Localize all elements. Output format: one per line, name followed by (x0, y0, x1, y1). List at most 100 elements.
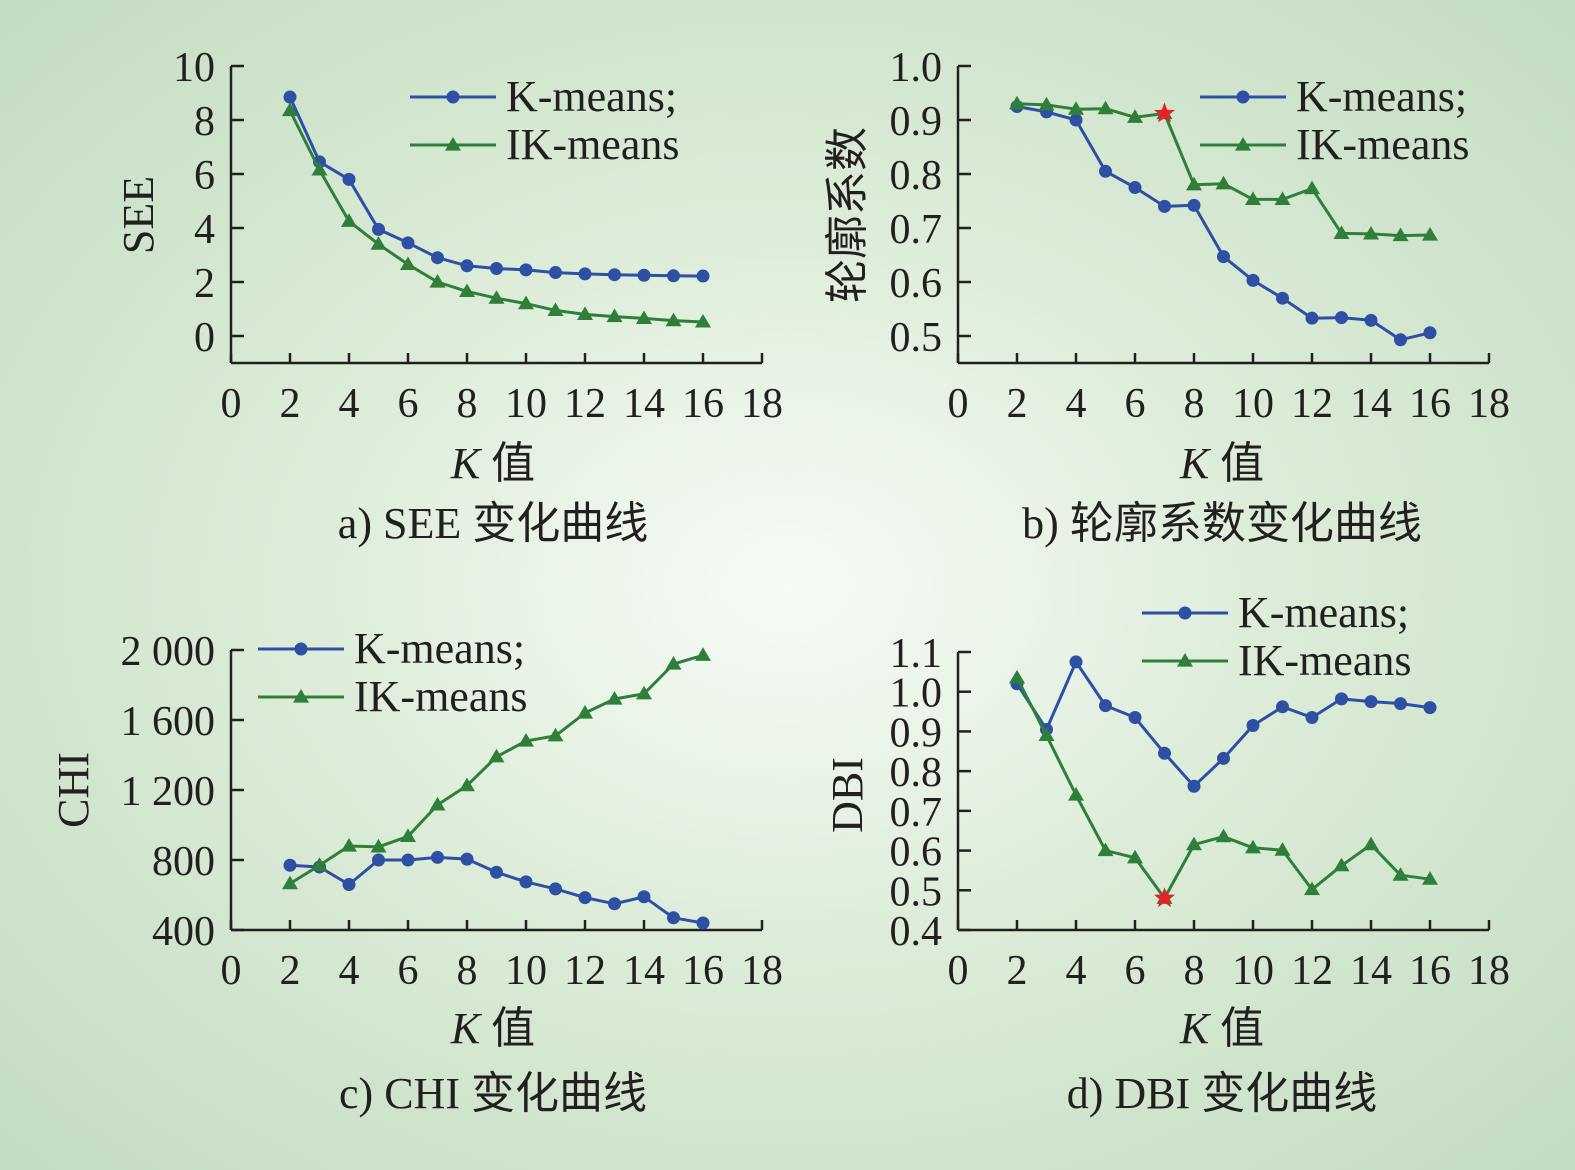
x-tick-label-dbi: 4 (1066, 948, 1087, 994)
legend-label-kmeans-silhouette: K-means; (1296, 72, 1467, 121)
optimal-star-silhouette (1154, 102, 1175, 123)
data-point-ikmeans-silhouette (1363, 225, 1379, 240)
data-point-ikmeans-dbi (1127, 849, 1143, 864)
x-tick-label-dbi: 14 (1350, 948, 1392, 994)
data-point-ikmeans-see (547, 302, 564, 316)
data-point-ikmeans-silhouette (1127, 109, 1143, 123)
data-point-ikmeans-chi (547, 727, 564, 742)
data-point-kmeans-see (549, 266, 562, 280)
x-tick-label-silhouette: 4 (1066, 381, 1087, 427)
data-point-ikmeans-dbi (1215, 828, 1232, 843)
legend-marker-ikmeans-silhouette (1235, 137, 1251, 151)
x-tick-label-chi: 10 (505, 948, 547, 994)
x-tick-label-chi: 14 (623, 948, 665, 994)
data-point-kmeans-see (637, 268, 651, 282)
x-tick-label-see: 2 (280, 381, 301, 427)
data-point-kmeans-silhouette (1187, 198, 1201, 212)
data-point-kmeans-see (667, 269, 680, 283)
data-point-ikmeans-see (695, 313, 711, 328)
x-tick-label-see: 14 (623, 381, 665, 427)
xlabel-see: K 值 (450, 439, 535, 488)
ylabel-silhouette: 轮廓系数 (823, 127, 872, 303)
y-tick-label-dbi: 0.7 (890, 790, 943, 836)
legend-marker-ikmeans-chi (293, 689, 309, 703)
data-point-ikmeans-chi (341, 838, 357, 852)
x-tick-label-see: 18 (741, 381, 783, 427)
data-point-kmeans-chi (431, 850, 444, 864)
x-tick-label-chi: 4 (339, 948, 360, 994)
data-point-kmeans-dbi (1335, 692, 1348, 706)
data-point-kmeans-silhouette (1394, 333, 1407, 347)
data-point-ikmeans-dbi (1333, 857, 1350, 872)
data-point-ikmeans-see (341, 213, 357, 227)
data-point-kmeans-see (490, 262, 503, 275)
x-tick-label-chi: 16 (682, 948, 724, 994)
panel-silhouette: 0 2 4 6 8 10 12 14 16 18 0.5 0.6 0.7 0.8 0.9 1.0 K-means… (823, 45, 1510, 548)
data-point-ikmeans-see (429, 274, 446, 288)
data-point-ikmeans-chi (518, 733, 534, 747)
data-point-kmeans-chi (519, 875, 533, 889)
x-tick-label-silhouette: 18 (1468, 381, 1510, 427)
data-point-kmeans-dbi (1276, 700, 1289, 714)
x-tick-label-dbi: 12 (1291, 948, 1333, 994)
data-point-ikmeans-dbi (1038, 727, 1055, 741)
ylabel-see: SEE (114, 176, 163, 254)
y-tick-label-chi: 800 (152, 839, 215, 885)
x-tick-label-dbi: 2 (1007, 948, 1028, 994)
data-point-ikmeans-dbi (1245, 839, 1261, 854)
data-point-kmeans-dbi (1246, 718, 1260, 732)
y-tick-label-see: 6 (194, 153, 215, 199)
data-point-kmeans-silhouette (1364, 313, 1378, 327)
x-tick-label-see: 16 (682, 381, 724, 427)
plot-chi: 0 2 4 6 8 10 12 14 16 18 400 800 1 200 1 600 2 000 K-me… (121, 624, 784, 994)
panel-chi: 0 2 4 6 8 10 12 14 16 18 400 800 1 200 1 600 2 000 K-me… (49, 624, 783, 1118)
xlabel-silhouette: K 值 (1179, 439, 1264, 488)
optimal-star-dbi (1154, 887, 1175, 908)
data-point-ikmeans-dbi (1274, 842, 1291, 856)
y-tick-label-silhouette: 0.8 (890, 153, 943, 199)
x-tick-label-dbi: 16 (1409, 948, 1451, 994)
data-point-kmeans-dbi (1305, 711, 1319, 725)
data-point-ikmeans-silhouette (1274, 191, 1291, 205)
data-point-kmeans-chi (696, 916, 710, 930)
y-tick-label-chi: 400 (152, 909, 215, 955)
data-point-kmeans-chi (549, 882, 562, 896)
y-tick-label-dbi: 1.0 (890, 671, 943, 717)
y-tick-label-dbi: 0.5 (890, 869, 943, 915)
data-point-kmeans-dbi (1394, 697, 1407, 711)
data-point-kmeans-see (696, 269, 710, 283)
ylabel-dbi: DBI (823, 757, 872, 833)
y-tick-label-see: 2 (194, 261, 215, 307)
caption-see: a) SEE 变化曲线 (338, 499, 648, 548)
x-tick-label-silhouette: 14 (1350, 381, 1392, 427)
x-tick-label-silhouette: 6 (1125, 381, 1146, 427)
plot-dbi: 0 2 4 6 8 10 12 14 16 18 0.40.50.60.70.80.91.01.1 K… (890, 588, 1511, 994)
y-tick-label-silhouette: 0.9 (890, 99, 943, 145)
panel-dbi: 0 2 4 6 8 10 12 14 16 18 0.40.50.60.70.80.91.01.1 K… (823, 588, 1510, 1118)
data-point-kmeans-silhouette (1276, 291, 1289, 305)
x-tick-label-see: 8 (457, 381, 478, 427)
data-point-ikmeans-chi (459, 777, 475, 792)
data-point-kmeans-dbi (1128, 711, 1142, 725)
data-point-ikmeans-dbi (1068, 786, 1084, 801)
x-tick-label-see: 4 (339, 381, 360, 427)
data-point-ikmeans-dbi (1186, 836, 1202, 851)
data-point-ikmeans-silhouette (1333, 225, 1350, 239)
data-point-kmeans-chi (342, 878, 356, 891)
data-point-ikmeans-silhouette (1068, 101, 1084, 115)
data-point-kmeans-silhouette (1128, 181, 1142, 194)
data-point-kmeans-dbi (1187, 779, 1201, 793)
data-point-kmeans-chi (283, 858, 297, 872)
data-point-kmeans-see (578, 267, 592, 281)
legend-marker-ikmeans-see (445, 137, 461, 151)
data-point-kmeans-see (460, 259, 474, 273)
data-point-ikmeans-silhouette (1215, 175, 1232, 190)
y-tick-label-silhouette: 1.0 (890, 45, 943, 91)
y-tick-label-dbi: 0.6 (890, 830, 943, 876)
data-point-ikmeans-see (282, 102, 298, 117)
legend-marker-kmeans-chi (294, 642, 308, 656)
data-point-ikmeans-silhouette (1097, 100, 1114, 115)
data-point-ikmeans-silhouette (1392, 227, 1409, 242)
data-point-kmeans-chi (578, 891, 592, 905)
